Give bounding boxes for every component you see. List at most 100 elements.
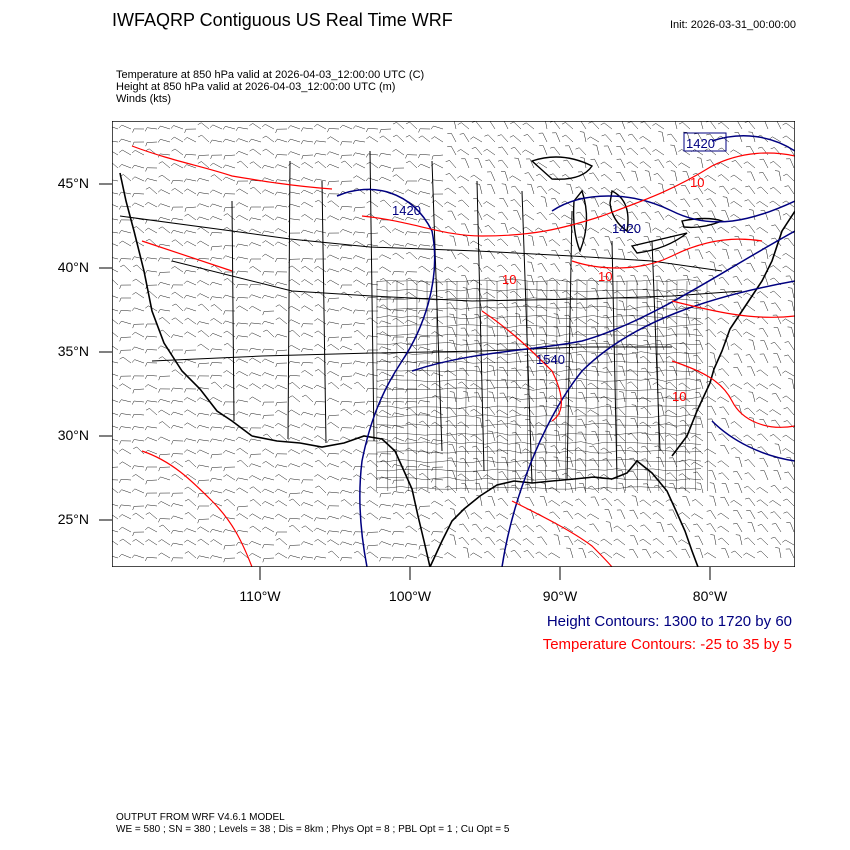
- wind-barb-flag: [774, 443, 779, 445]
- wind-barb-flag: [769, 434, 774, 437]
- wind-barb: [316, 426, 327, 429]
- wind-barb-flag: [263, 329, 267, 332]
- wind-barb: [722, 381, 730, 390]
- wind-barb-flag: [744, 199, 749, 202]
- wind-barb: [595, 353, 600, 364]
- wind-barb: [720, 396, 730, 403]
- wind-barb-flag: [236, 335, 239, 340]
- wind-barb-flag: [145, 408, 150, 411]
- wind-barb: [187, 213, 197, 221]
- wind-barb-flag: [445, 160, 450, 162]
- wind-barb-flag: [235, 243, 239, 248]
- wind-barb: [433, 294, 444, 299]
- wind-barb: [696, 354, 704, 364]
- wind-barb: [539, 173, 548, 182]
- wind-barb-flag: [430, 308, 434, 313]
- wind-barb: [186, 449, 197, 455]
- wind-barb: [607, 340, 613, 351]
- wind-barb-flag: [748, 339, 753, 341]
- wind-barb-flag: [717, 174, 722, 177]
- wind-barb: [733, 434, 743, 442]
- wind-barb-flag: [756, 396, 760, 400]
- wind-barb: [292, 330, 301, 338]
- wind-barb: [355, 372, 366, 377]
- wind-barb: [277, 333, 288, 338]
- wind-barb: [121, 413, 132, 416]
- wind-barb: [277, 294, 288, 299]
- wind-barb-flag: [745, 185, 750, 188]
- wind-barb-flag: [184, 331, 188, 335]
- wind-barb-flag: [652, 227, 656, 231]
- wind-barb-flag: [236, 181, 239, 185]
- wind-barb: [238, 256, 249, 260]
- wind-barb: [644, 445, 652, 455]
- wind-barb: [381, 437, 392, 442]
- wind-barb: [554, 263, 561, 273]
- wind-barb: [708, 342, 717, 351]
- wind-barb: [112, 126, 119, 130]
- wind-barb-flag: [641, 445, 645, 448]
- wind-barb: [621, 314, 626, 325]
- wind-barb-flag: [353, 207, 356, 212]
- wind-barb: [355, 360, 366, 364]
- wind-barb-flag: [392, 317, 397, 321]
- wind-barb-flag: [718, 147, 723, 150]
- wind-barb-flag: [222, 320, 226, 325]
- wind-barb-flag: [704, 448, 708, 452]
- wind-barb: [122, 448, 132, 455]
- wind-barb-flag: [249, 284, 252, 288]
- wind-barb: [694, 318, 704, 325]
- wind-barb-flag: [236, 349, 239, 354]
- wind-barb-flag: [353, 231, 356, 236]
- wind-barb: [396, 355, 405, 364]
- wind-barb: [393, 374, 405, 377]
- wind-barb-flag: [718, 303, 722, 307]
- wind-barb: [528, 289, 535, 299]
- wind-barb: [251, 138, 262, 143]
- wind-barb: [696, 328, 704, 338]
- wind-barb-flag: [314, 279, 318, 282]
- wind-barb-flag: [209, 333, 213, 337]
- wind-barb-flag: [445, 173, 450, 175]
- wind-barb: [175, 239, 184, 247]
- wind-barb: [644, 121, 652, 130]
- wind-barb: [490, 184, 496, 195]
- wind-barb-flag: [261, 124, 266, 128]
- wind-barb: [112, 361, 119, 364]
- wind-barb-flag: [223, 245, 226, 250]
- wind-barb: [409, 342, 418, 351]
- wind-barb-flag: [171, 180, 174, 184]
- wind-barb: [356, 409, 366, 416]
- wind-barb-flag: [145, 257, 148, 262]
- wind-barb: [329, 361, 340, 364]
- wind-barb: [722, 433, 730, 442]
- wind-barb-flag: [223, 370, 227, 373]
- wind-barb-flag: [718, 368, 723, 371]
- wind-barb: [303, 177, 314, 182]
- wind-barb-flag: [275, 129, 278, 134]
- wind-barb: [112, 162, 119, 169]
- wind-barb: [160, 125, 171, 130]
- wind-barb-flag: [119, 461, 123, 465]
- wind-barb: [408, 421, 418, 429]
- wind-barb: [316, 189, 327, 195]
- wind-barb: [564, 434, 574, 442]
- wind-barb-flag: [119, 310, 122, 315]
- wind-barb: [489, 121, 496, 130]
- wind-barb-flag: [340, 337, 343, 342]
- wind-barb-flag: [550, 146, 554, 149]
- wind-barb: [492, 392, 496, 403]
- wind-barb: [227, 213, 236, 221]
- wind-barb-flag: [314, 447, 319, 450]
- wind-barb: [173, 400, 184, 403]
- wind-barb-flag: [418, 265, 423, 269]
- wind-barb: [356, 187, 366, 195]
- wind-barb: [369, 136, 379, 143]
- wind-barb: [276, 349, 288, 352]
- wind-barb-flag: [249, 161, 254, 164]
- wind-barb: [394, 280, 405, 286]
- wind-barb: [543, 405, 548, 416]
- wind-barb-flag: [627, 121, 632, 124]
- wind-barb: [328, 336, 340, 338]
- wind-barb-flag: [640, 407, 645, 410]
